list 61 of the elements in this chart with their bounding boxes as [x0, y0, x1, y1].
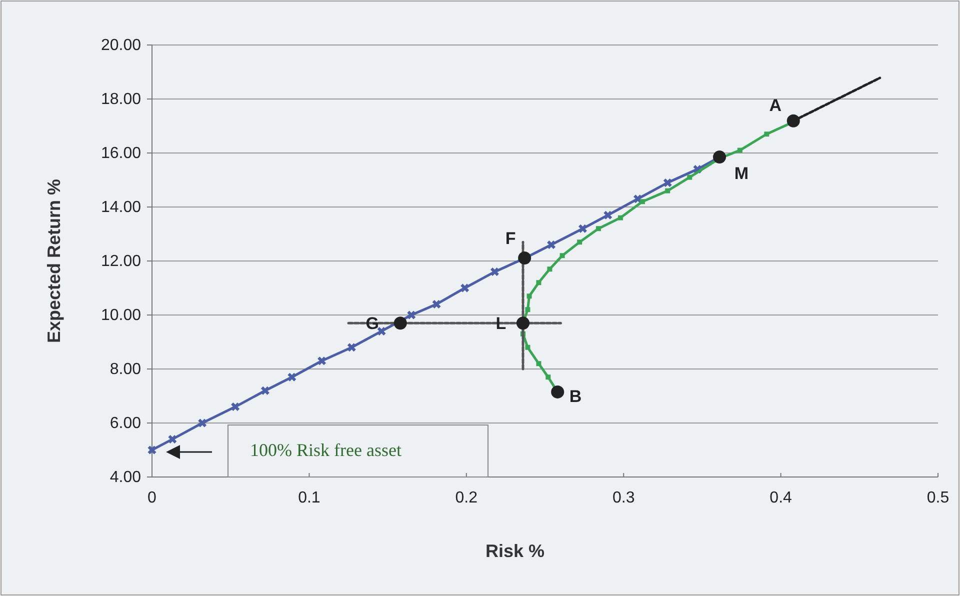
point: [526, 294, 532, 299]
point: [394, 316, 407, 330]
point: [577, 240, 582, 245]
y-tick-label: 12.00: [100, 253, 142, 270]
y-tick-label: 6.00: [110, 415, 142, 432]
point: [665, 188, 670, 194]
point: [687, 174, 692, 180]
point: [231, 402, 240, 412]
x-tick-label: 0.2: [455, 489, 478, 506]
point: [347, 343, 356, 352]
point: [525, 307, 530, 312]
point: [618, 215, 623, 220]
point: [168, 434, 177, 444]
point: [518, 252, 532, 265]
point: [148, 446, 156, 454]
point: [663, 178, 672, 187]
point: [536, 361, 542, 366]
y-tick-label: 18.00: [100, 91, 142, 108]
y-tick-label: 16.00: [100, 145, 142, 162]
x-axis-title: Risk %: [485, 541, 545, 561]
y-tick-label: 10.00: [100, 307, 142, 324]
point: [525, 344, 530, 350]
y-axis-title: Expected Return %: [44, 178, 64, 344]
x-tick-label: 0.3: [612, 489, 635, 506]
point: [536, 280, 542, 286]
point: [260, 386, 270, 395]
point: [551, 385, 564, 398]
point: [432, 300, 441, 308]
annotation: 100% Risk free asset: [250, 440, 402, 460]
point: [490, 268, 499, 276]
y-tick-label: 8.00: [110, 361, 142, 378]
point: [547, 266, 552, 272]
annotation: F: [505, 229, 516, 248]
point: [560, 253, 565, 258]
point: [786, 114, 800, 128]
point: [764, 132, 770, 137]
point: [546, 374, 551, 380]
point: [198, 418, 207, 428]
x-tick-label: 0.4: [770, 489, 792, 506]
point: [318, 356, 326, 366]
point: [377, 326, 386, 336]
point: [547, 240, 556, 250]
point: [640, 199, 645, 204]
y-tick-label: 20.00: [100, 37, 142, 54]
point: [596, 226, 601, 232]
point: [604, 210, 612, 220]
annotation: B: [569, 386, 582, 406]
point: [516, 316, 530, 330]
y-tick-label: 14.00: [100, 199, 142, 216]
y-tick-label: 4.00: [110, 469, 142, 486]
annotation: A: [769, 96, 782, 115]
point: [288, 372, 296, 382]
annotation: M: [734, 164, 749, 184]
x-tick-label: 0.1: [298, 489, 320, 506]
x-tick-label: 0: [148, 489, 157, 506]
x-tick-label: 0.5: [926, 489, 950, 506]
point: [407, 310, 416, 320]
point: [737, 148, 742, 153]
point: [578, 224, 587, 233]
point: [712, 150, 726, 164]
point: [460, 284, 470, 292]
